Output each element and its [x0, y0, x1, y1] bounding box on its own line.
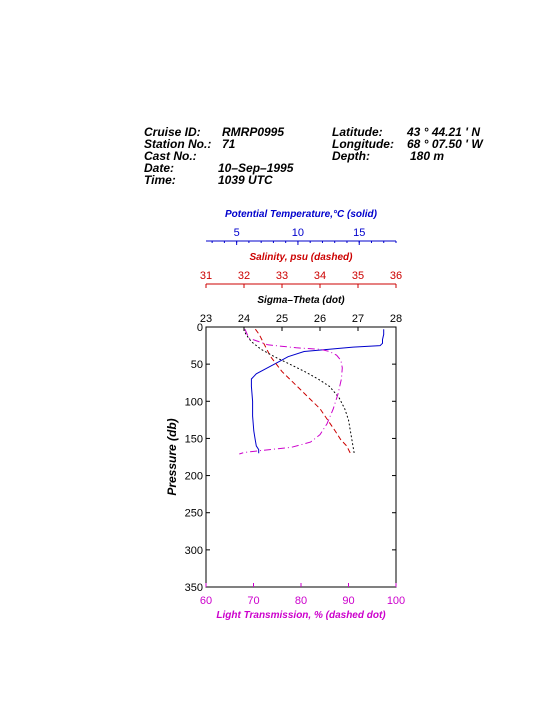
sigma-axis-title: Sigma–Theta (dot)	[257, 295, 345, 306]
date-label: Date:	[144, 161, 175, 175]
sigma-tick-label: 28	[390, 313, 402, 325]
depth-label: Depth:	[332, 149, 370, 163]
pressure-tick-label: 350	[185, 582, 203, 594]
pressure-tick-label: 300	[185, 545, 203, 557]
station-value: 71	[222, 137, 236, 151]
temperature-tick-label: 5	[234, 227, 240, 239]
temperature-line	[250, 329, 385, 454]
sigma-tick-label: 24	[238, 313, 250, 325]
sigma-tick-label: 27	[352, 313, 364, 325]
pressure-tick-label: 0	[197, 322, 203, 334]
salinity-tick-label: 36	[390, 270, 402, 282]
temperature-axis-title: Potential Temperature,°C (solid)	[225, 209, 378, 220]
axes-layer: 0 50 100 150 200 250 300 350 5 10 15 31 32 33 34 35 36 23…	[185, 227, 406, 607]
time-label: Time:	[144, 173, 176, 187]
transmission-line	[239, 329, 343, 455]
transmission-tick-label: 70	[247, 595, 259, 607]
time-value: 1039 UTC	[218, 173, 273, 187]
longitude-value: 68 ° 07.50 ' W	[407, 137, 483, 151]
transmission-axis-title: Light Transmission, % (dashed dot)	[216, 610, 386, 621]
salinity-tick-label: 31	[200, 270, 212, 282]
pressure-tick-label: 100	[185, 396, 203, 408]
transmission-tick-label: 60	[200, 595, 212, 607]
salinity-tick-label: 35	[352, 270, 364, 282]
pressure-tick-label: 250	[185, 508, 203, 520]
cast-label: Cast No.:	[144, 149, 197, 163]
salinity-axis-title: Salinity, psu (dashed)	[250, 252, 354, 263]
cruise-id-label: Cruise ID:	[144, 125, 201, 139]
station-label: Station No.:	[144, 137, 212, 151]
salinity-line	[254, 328, 351, 454]
series-layer	[239, 328, 385, 455]
pressure-tick-label: 50	[191, 359, 203, 371]
sigma-tick-label: 25	[276, 313, 288, 325]
date-value: 10–Sep–1995	[218, 161, 294, 175]
salinity-tick-label: 32	[238, 270, 250, 282]
sigma-tick-label: 26	[314, 313, 326, 325]
salinity-tick-label: 33	[276, 270, 288, 282]
pressure-tick-label: 200	[185, 471, 203, 483]
temperature-tick-label: 10	[292, 227, 304, 239]
latitude-value: 43 ° 44.21 ' N	[407, 125, 481, 139]
depth-value: 180 m	[410, 149, 445, 163]
transmission-tick-label: 80	[295, 595, 307, 607]
pressure-axis-title: Pressure (db)	[165, 418, 179, 495]
salinity-tick-label: 34	[314, 270, 326, 282]
transmission-tick-label: 90	[342, 595, 354, 607]
latitude-label: Latitude:	[332, 125, 383, 139]
temperature-tick-label: 15	[353, 227, 365, 239]
transmission-tick-label: 100	[387, 595, 405, 607]
pressure-tick-label: 150	[185, 433, 203, 445]
longitude-label: Longitude:	[332, 137, 394, 151]
cruise-id-value: RMRP0995	[222, 125, 285, 139]
sigma-tick-label: 23	[200, 313, 212, 325]
plot-frame	[205, 326, 397, 588]
